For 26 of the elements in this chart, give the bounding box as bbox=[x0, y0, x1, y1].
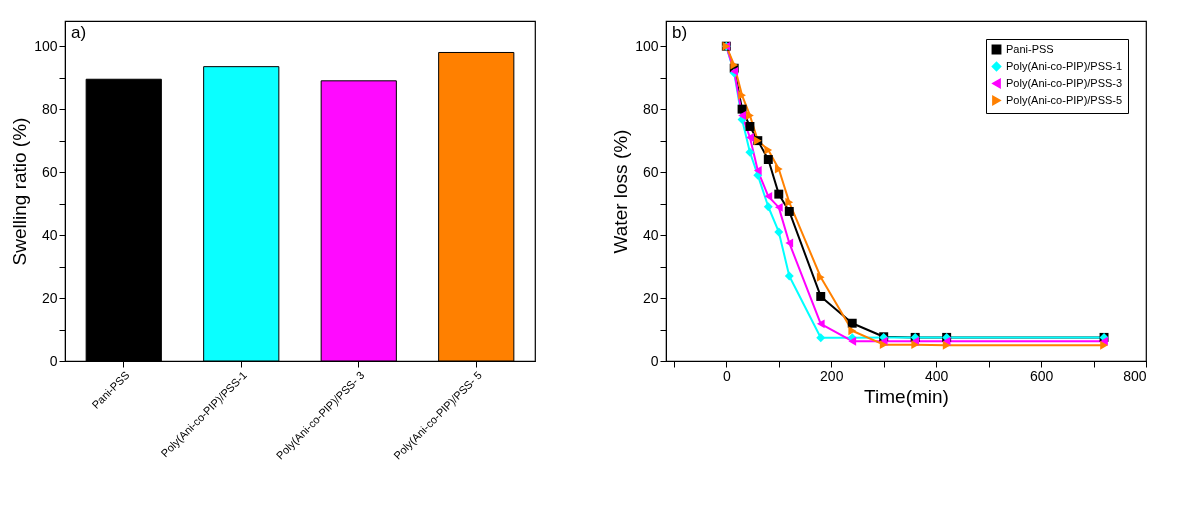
y-tick-label: 60 bbox=[41, 163, 58, 180]
x-tick-label: 0 bbox=[722, 367, 731, 384]
x-tick-label: 600 bbox=[1029, 367, 1054, 384]
legend-label: Poly(Ani-co-PIP)/PSS-1 bbox=[1006, 59, 1123, 72]
x-tick-label: 800 bbox=[1123, 367, 1147, 384]
y-axis-title: Water loss (%) bbox=[610, 129, 632, 254]
y-tick-label: 100 bbox=[34, 37, 58, 54]
y-tick-label: 40 bbox=[642, 226, 659, 243]
x-tick-label: 200 bbox=[820, 367, 844, 384]
y-tick-label: 0 bbox=[650, 352, 659, 369]
y-tick-label: 80 bbox=[41, 100, 58, 117]
y-tick-label: 0 bbox=[49, 352, 58, 369]
y-tick-label: 60 bbox=[642, 163, 659, 180]
legend-label: Poly(Ani-co-PIP)/PSS-5 bbox=[1006, 93, 1123, 106]
y-tick-label: 100 bbox=[635, 37, 659, 54]
y-tick-label: 80 bbox=[642, 100, 659, 117]
x-axis-title: Time(min) bbox=[864, 385, 949, 407]
y-tick-label: 20 bbox=[41, 289, 58, 306]
y-axis-title: Swelling ratio (%) bbox=[9, 117, 31, 266]
y-tick-label: 40 bbox=[41, 226, 58, 243]
legend-label: Pani-PSS bbox=[1006, 42, 1054, 55]
annotation: b) bbox=[672, 23, 688, 42]
annotation: a) bbox=[71, 23, 87, 42]
legend-label: Poly(Ani-co-PIP)/PSS-3 bbox=[1006, 76, 1123, 89]
y-tick-label: 20 bbox=[642, 289, 659, 306]
x-tick-label: 400 bbox=[924, 367, 949, 384]
